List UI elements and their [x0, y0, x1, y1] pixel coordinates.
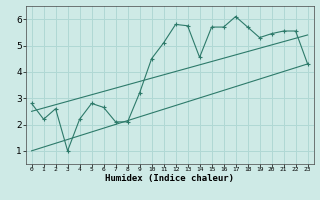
X-axis label: Humidex (Indice chaleur): Humidex (Indice chaleur): [105, 174, 234, 183]
